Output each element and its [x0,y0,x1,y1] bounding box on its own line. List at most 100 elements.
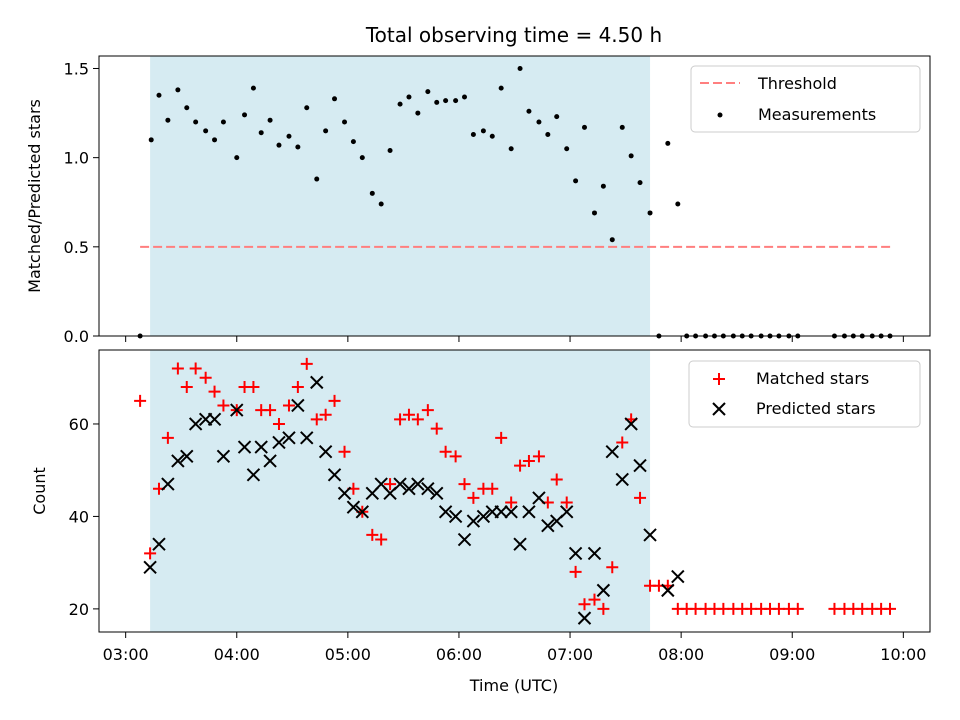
bottom-plot-frame [98,349,931,633]
matched-star-point [208,385,221,398]
predicted-star-point [438,505,453,519]
predicted-star-point [457,532,472,547]
measurement-point [591,210,597,216]
measurement-point [242,112,248,118]
x-tick-label: 08:00 [658,645,704,664]
measurement-point [545,131,551,137]
measurement-point [600,183,606,189]
predicted-star-point [587,546,602,561]
matched-star-point [144,547,157,560]
predicted-star-point [532,491,546,505]
predicted-star-point [152,537,166,551]
matched-star-point [282,399,295,412]
measurement-point [258,130,264,136]
predicted-star-point [337,486,352,501]
predicted-star-point [605,444,619,459]
predicted-star-point [300,431,314,445]
predicted-star-point [254,440,268,454]
matched-star-point [375,533,388,546]
predicted-star-point [624,417,638,431]
predicted-star-point [355,505,370,519]
predicted-star-point [560,505,574,519]
legend-matched-swatch [713,373,725,385]
matched-star-point [384,478,397,491]
matched-star-point [171,362,184,375]
matched-star-point [495,431,508,444]
matched-star-point [560,496,573,509]
predicted-star-point [272,435,286,450]
measurement-point [425,89,431,95]
predicted-star-point [230,403,244,417]
measurement-point [443,98,449,104]
top-legend: Threshold Measurements [690,65,921,133]
top-panel: 0.0 0.5 1.0 1.5 Matched/Predicted stars Thr… [25,55,931,346]
measurement-point [462,94,468,100]
x-tick-label: 07:00 [547,645,593,664]
bottom-legend: Matched stars Predicted stars [688,360,921,428]
measurement-point [564,146,570,152]
top-plot-frame [98,55,931,337]
measurement-point [175,87,181,93]
top-y-axis: 0.0 0.5 1.0 1.5 [64,59,99,346]
bottom-y-tick-label: 60 [69,415,89,434]
matched-star-point [634,491,647,504]
predicted-star-point [522,505,536,519]
matched-star-point [310,413,323,426]
measurement-point [628,153,634,159]
top-y-tick-label: 0.5 [64,238,89,257]
measurement-point [267,117,273,123]
measurement-point [415,110,421,116]
predicted-star-point [291,398,305,413]
matched-star-point [486,482,499,495]
measurement-point [304,105,310,111]
measurement-point [470,131,476,137]
predicted-star-point [476,509,491,524]
matched-star-point [328,394,341,407]
measurement-point [193,119,199,125]
matched-star-point [300,357,313,370]
top-y-tick-label: 1.5 [64,59,89,78]
x-axis-label: Time (UTC) [469,676,558,695]
measurement-point [489,133,495,139]
matched-star-point [522,454,535,467]
measurement-point [498,85,504,91]
top-y-tick-label: 0.0 [64,327,89,346]
x-tick-label: 04:00 [214,645,260,664]
predicted-star-point [282,431,296,445]
matched-star-point [411,413,424,426]
matched-star-point [189,362,202,375]
predicted-star-point [568,546,583,561]
top-y-tick-label: 1.0 [64,149,89,168]
matched-star-point [791,602,804,615]
x-tick-label: 10:00 [880,645,926,664]
measurement-point [156,92,162,98]
bottom-observing-window [150,350,651,632]
matched-star-point [449,450,462,463]
predicted-star-point [327,468,342,482]
predicted-star-point [411,477,425,491]
measurement-point [276,142,282,148]
measurement-point [148,137,154,143]
measurement-point [342,119,348,125]
matched-star-point [884,602,897,615]
matched-star-point [319,408,332,421]
matched-star-point [550,473,563,486]
matched-star-point [264,404,277,417]
measurement-point [250,85,256,91]
matched-star-point [430,422,443,435]
measurement-point [332,96,338,102]
predicted-star-point [643,528,657,542]
legend-matched-label: Matched stars [756,369,869,388]
measurement-point [619,124,625,130]
matched-star-point [272,417,285,430]
predicted-star-point [633,458,647,473]
matched-star-point [247,380,260,393]
matched-star-point [514,459,527,472]
measurement-point [378,201,384,207]
measurement-point [675,201,681,207]
predicted-star-point [216,449,231,464]
measurement-point [637,180,643,186]
predicted-star-point [421,481,435,496]
legend-measurements-label: Measurements [758,105,876,124]
